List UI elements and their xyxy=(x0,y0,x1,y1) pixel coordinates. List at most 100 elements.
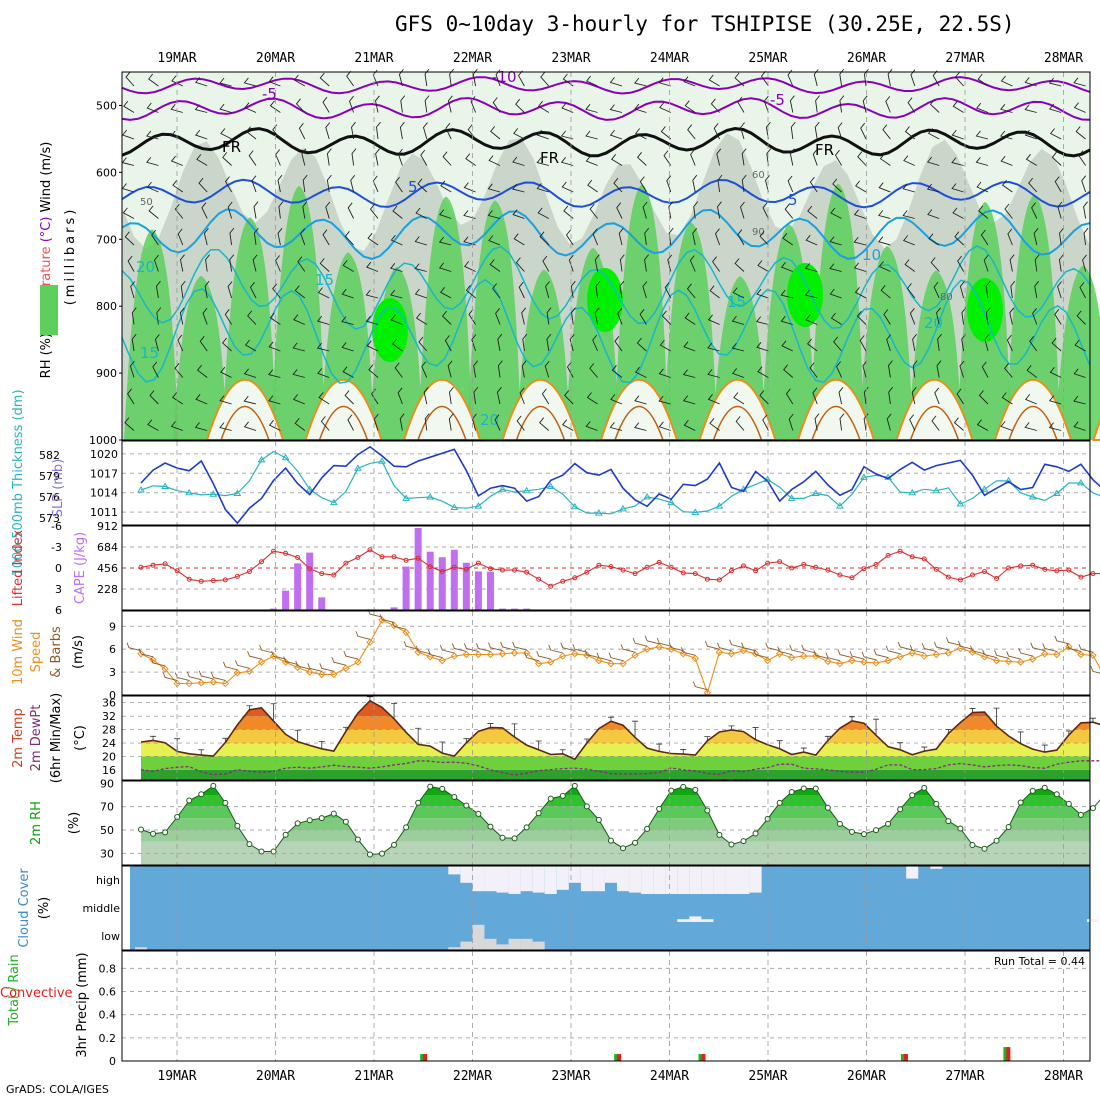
wind-barb-10m xyxy=(295,660,310,670)
wind-barb-10m xyxy=(632,637,648,647)
rh-point xyxy=(463,802,470,809)
wind-barb-10m xyxy=(620,644,636,653)
wind-barb xyxy=(224,176,232,193)
wind-speed-point xyxy=(1028,655,1037,663)
wind-speed-point xyxy=(221,679,230,688)
lifted-index-point xyxy=(475,560,481,566)
cloud-cell-high xyxy=(532,866,545,893)
wind-barb xyxy=(707,342,720,352)
wind-barb xyxy=(805,234,818,246)
wind-barb xyxy=(350,175,356,193)
temp-minmax-bar xyxy=(415,727,422,745)
wind-barb xyxy=(151,229,159,246)
wind-barb xyxy=(740,201,745,219)
wind-barb xyxy=(936,360,942,378)
rh-point xyxy=(198,791,205,798)
wind-speed-point xyxy=(1053,650,1061,659)
wind-barb xyxy=(763,95,769,113)
wind-barb xyxy=(439,209,452,219)
wind-barb xyxy=(463,236,476,246)
rh-point xyxy=(403,824,410,831)
wind-speed-point xyxy=(655,643,663,651)
wind-barb xyxy=(951,183,964,193)
wind-barb xyxy=(155,280,161,299)
wind-barb xyxy=(1000,75,1013,87)
contour-label: 5 xyxy=(788,191,798,209)
wind-barb xyxy=(586,392,598,405)
wind-barb-10m xyxy=(753,649,768,659)
wind-barb-10m xyxy=(283,656,298,665)
rh-green-plume xyxy=(614,184,668,440)
wind-barb xyxy=(780,261,793,272)
wind-barb xyxy=(741,174,747,193)
wind-speed-point xyxy=(884,656,892,665)
wind-barb-10m xyxy=(524,652,539,662)
wind-tick: 9 xyxy=(109,620,116,633)
wind-barb xyxy=(447,360,453,378)
wind-barb xyxy=(316,315,330,325)
wind-barb xyxy=(122,207,135,219)
wind-barb xyxy=(243,368,257,378)
wind-barb xyxy=(959,360,965,378)
wind-barb xyxy=(886,413,892,431)
wind-barb xyxy=(642,281,648,299)
wind-barb xyxy=(789,95,795,113)
rh-green-plume xyxy=(1055,265,1100,440)
wind-barb xyxy=(1073,421,1086,431)
cloud-cell-high xyxy=(556,866,569,890)
wind-speed-point xyxy=(354,658,362,666)
wind-barb xyxy=(123,100,135,113)
wind-speed-point xyxy=(450,652,459,660)
wind-barb xyxy=(394,362,403,378)
wind-barb-10m xyxy=(717,642,732,652)
thickness-tick: 576 xyxy=(39,491,60,504)
wind-barb xyxy=(121,129,135,140)
cloud-cell-low xyxy=(520,938,533,950)
wind-barb xyxy=(518,281,525,299)
cape-bar xyxy=(318,597,326,610)
lifted-index-point xyxy=(210,578,216,584)
temp-minmax-bar xyxy=(969,708,976,713)
cloud-cell-high xyxy=(906,866,919,879)
wind-barb-10m xyxy=(463,643,479,652)
lifted-index-point xyxy=(801,562,807,567)
wind-barb xyxy=(341,316,354,325)
rh-point xyxy=(306,817,313,824)
wind-barb xyxy=(741,148,747,166)
thickness-marker xyxy=(474,502,483,509)
wind-barb xyxy=(930,257,940,272)
rh-point xyxy=(451,793,458,800)
temp-minmax-bar xyxy=(1089,717,1096,723)
lifted-index-point xyxy=(271,548,277,554)
wind-barb xyxy=(342,260,354,272)
wind-barb-10m xyxy=(210,672,226,681)
wind-barb xyxy=(536,129,549,140)
wind-barb xyxy=(463,261,476,272)
wind-barb xyxy=(560,157,574,166)
wind-barb xyxy=(863,386,869,405)
wind-barb xyxy=(492,97,501,113)
cloud-cell-high xyxy=(749,866,762,893)
wind-barb xyxy=(565,229,574,246)
upper-ylabel: RH (%) Temperature (°C) Wind (m/s) xyxy=(39,142,54,379)
wind-barb xyxy=(301,148,307,166)
wind-barb xyxy=(634,422,647,431)
thickness-marker xyxy=(619,504,627,512)
li-tick: 3 xyxy=(55,583,62,596)
date-label-top: 21MAR xyxy=(354,51,393,66)
wind-barb xyxy=(1075,126,1086,140)
wind-barb xyxy=(561,102,574,113)
thickness-marker xyxy=(787,494,796,501)
rh-ylabel: 2m RH xyxy=(29,801,44,845)
rh-point xyxy=(427,783,434,790)
thickness-line xyxy=(140,450,1100,515)
temp-minmax-bar xyxy=(945,729,952,734)
rh-point xyxy=(559,792,566,799)
wind-barb xyxy=(195,77,208,87)
lifted-index-point xyxy=(1066,567,1072,573)
wind-barb xyxy=(883,309,891,325)
wind-barb xyxy=(170,104,183,113)
wind-speed-point xyxy=(860,658,868,666)
wind-barb xyxy=(682,369,696,378)
wind-barb xyxy=(1073,368,1086,378)
